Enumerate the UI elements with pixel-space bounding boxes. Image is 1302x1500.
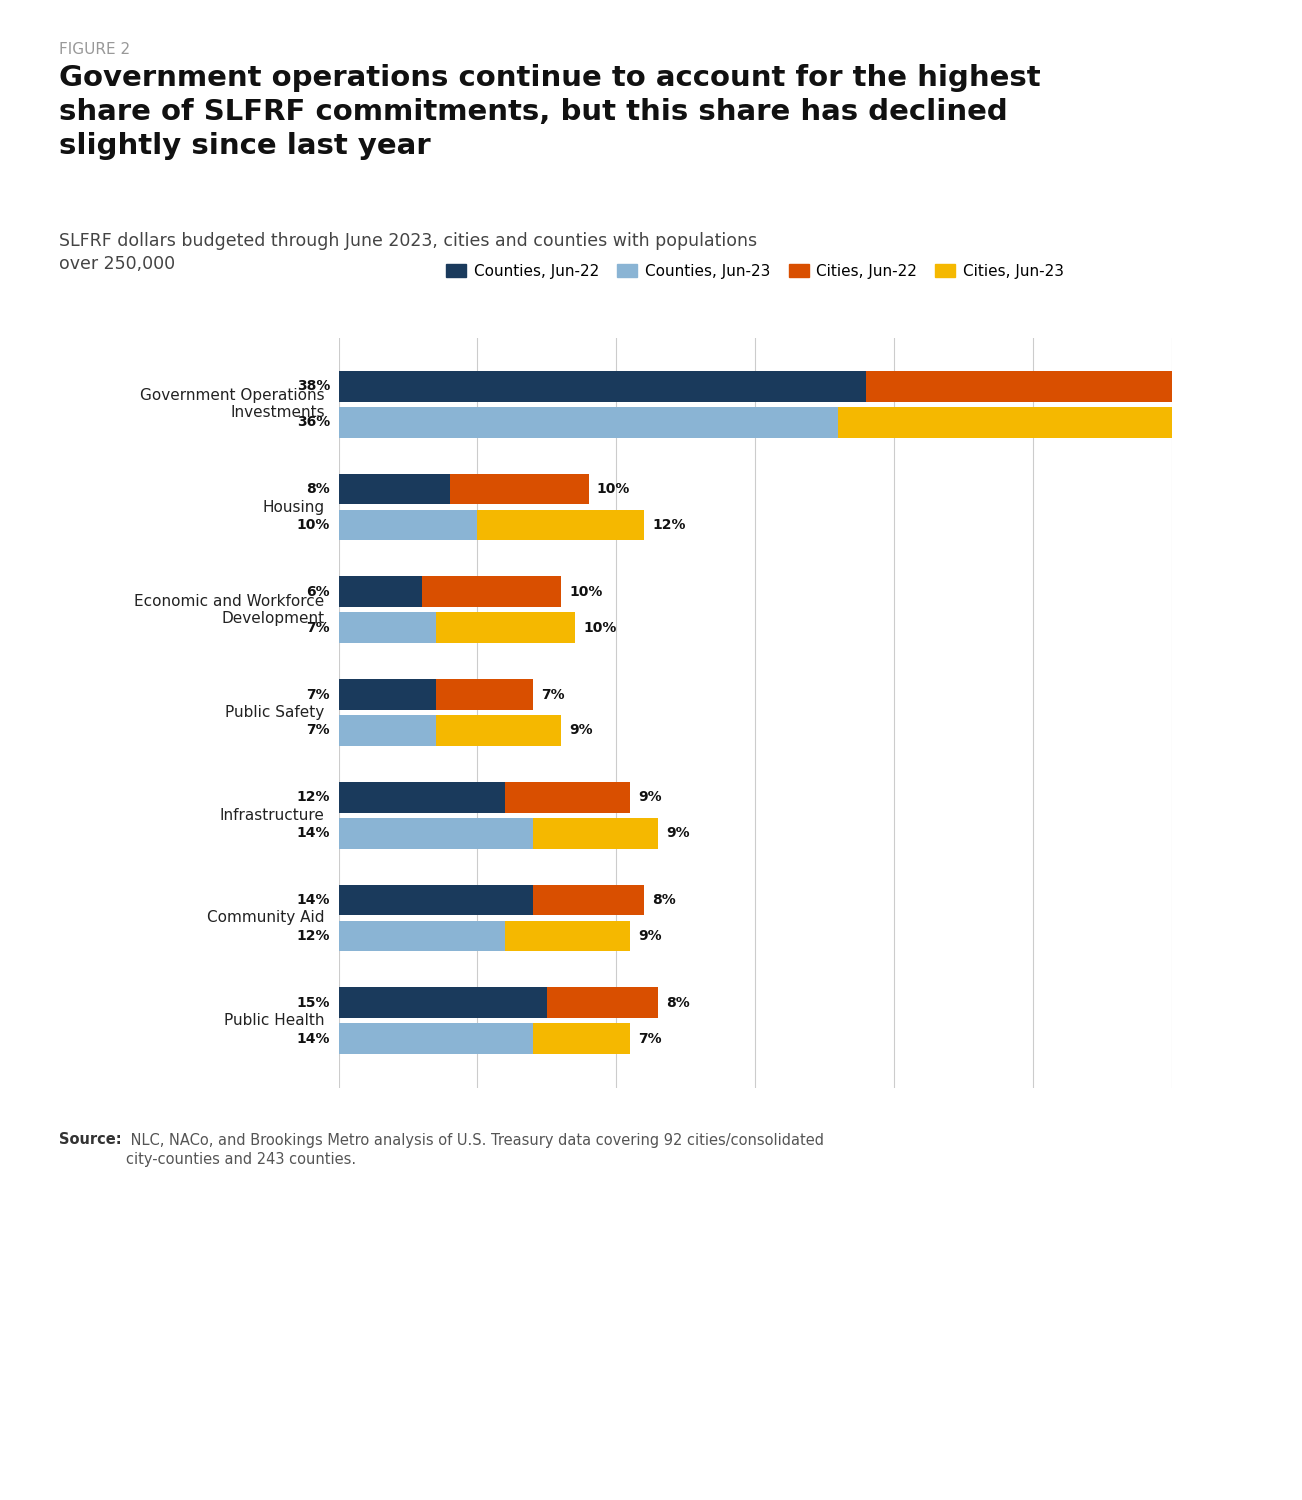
Text: 10%: 10%: [569, 585, 603, 598]
Text: 9%: 9%: [638, 928, 663, 944]
Bar: [505, 782, 630, 813]
Text: FIGURE 2: FIGURE 2: [59, 42, 130, 57]
Text: NLC, NACo, and Brookings Metro analysis of U.S. Treasury data covering 92 cities: NLC, NACo, and Brookings Metro analysis …: [126, 1132, 824, 1167]
Text: 12%: 12%: [652, 518, 686, 532]
Text: 15%: 15%: [297, 996, 331, 1010]
Bar: [339, 1023, 533, 1054]
Bar: [533, 818, 658, 849]
Text: SLFRF dollars budgeted through June 2023, cities and counties with populations
o: SLFRF dollars budgeted through June 2023…: [59, 232, 756, 273]
Bar: [449, 474, 589, 504]
Bar: [436, 680, 533, 710]
Text: 9%: 9%: [638, 790, 663, 804]
Bar: [339, 474, 449, 504]
Bar: [339, 680, 436, 710]
Text: 8%: 8%: [652, 892, 676, 908]
Bar: [339, 510, 478, 540]
Bar: [838, 406, 1302, 438]
Bar: [547, 987, 658, 1018]
Legend: Counties, Jun-22, Counties, Jun-23, Cities, Jun-22, Cities, Jun-23: Counties, Jun-22, Counties, Jun-23, Citi…: [440, 258, 1070, 285]
Text: 36%: 36%: [297, 416, 331, 429]
Text: 8%: 8%: [667, 996, 690, 1010]
Text: 14%: 14%: [297, 827, 331, 840]
Text: 7%: 7%: [542, 687, 565, 702]
Text: 14%: 14%: [297, 1032, 331, 1046]
Bar: [339, 716, 436, 746]
Text: 7%: 7%: [306, 723, 331, 738]
Bar: [478, 510, 644, 540]
Bar: [422, 576, 561, 608]
Text: 7%: 7%: [306, 687, 331, 702]
Text: 7%: 7%: [306, 621, 331, 634]
Text: 10%: 10%: [583, 621, 616, 634]
Bar: [436, 716, 561, 746]
Bar: [339, 921, 505, 951]
Bar: [339, 818, 533, 849]
Text: 12%: 12%: [297, 928, 331, 944]
Bar: [533, 1023, 630, 1054]
Bar: [866, 370, 1302, 402]
Bar: [339, 612, 436, 644]
Text: 6%: 6%: [306, 585, 331, 598]
Bar: [339, 370, 866, 402]
Text: 10%: 10%: [596, 482, 630, 496]
Text: 9%: 9%: [569, 723, 592, 738]
Text: Government operations continue to account for the highest
share of SLFRF commitm: Government operations continue to accoun…: [59, 64, 1040, 159]
Bar: [339, 987, 547, 1018]
Text: 8%: 8%: [306, 482, 331, 496]
Text: 9%: 9%: [667, 827, 690, 840]
Bar: [339, 406, 838, 438]
Bar: [436, 612, 574, 644]
Text: 12%: 12%: [297, 790, 331, 804]
Bar: [339, 782, 505, 813]
Text: 14%: 14%: [297, 892, 331, 908]
Bar: [505, 921, 630, 951]
Text: 38%: 38%: [297, 380, 331, 393]
Bar: [339, 885, 533, 915]
Text: Source:: Source:: [59, 1132, 121, 1148]
Bar: [533, 885, 644, 915]
Text: 7%: 7%: [638, 1032, 663, 1046]
Text: 10%: 10%: [297, 518, 331, 532]
Bar: [339, 576, 422, 608]
